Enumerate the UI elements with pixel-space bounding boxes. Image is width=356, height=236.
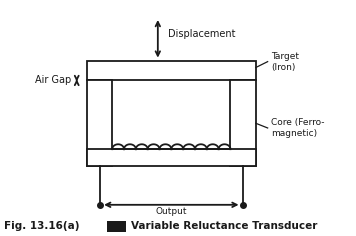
Bar (87, 80, 112, 166)
Text: Displacement: Displacement (168, 29, 235, 39)
Text: Variable Reluctance Transducer: Variable Reluctance Transducer (131, 221, 317, 231)
Text: Core (Ferro-
magnetic): Core (Ferro- magnetic) (271, 118, 325, 138)
Bar (87, 60, 256, 80)
Bar (230, 80, 256, 166)
Text: Air Gap: Air Gap (35, 76, 72, 85)
Text: Output: Output (156, 207, 187, 216)
Bar (107, 221, 126, 232)
Bar (87, 149, 256, 166)
Text: Target
(Iron): Target (Iron) (271, 52, 299, 72)
Text: Fig. 13.16(a): Fig. 13.16(a) (4, 221, 80, 231)
